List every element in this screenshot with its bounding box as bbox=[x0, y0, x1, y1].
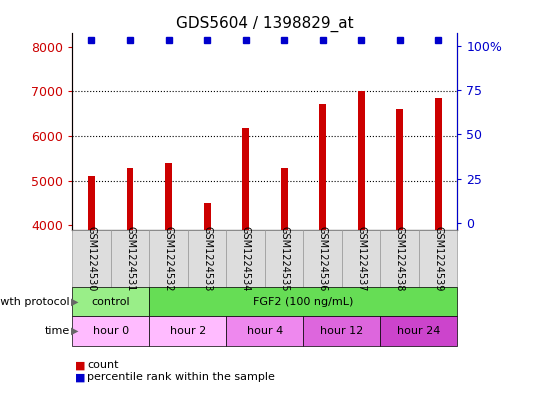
Bar bbox=[88, 176, 95, 230]
Text: GSM1224535: GSM1224535 bbox=[279, 226, 289, 291]
Text: GSM1224536: GSM1224536 bbox=[318, 226, 327, 291]
Text: control: control bbox=[91, 297, 130, 307]
Text: GSM1224531: GSM1224531 bbox=[125, 226, 135, 291]
Text: ▶: ▶ bbox=[71, 326, 79, 336]
Text: count: count bbox=[87, 360, 119, 371]
Text: ▶: ▶ bbox=[71, 297, 79, 307]
Text: GSM1224539: GSM1224539 bbox=[433, 226, 443, 291]
Bar bbox=[165, 163, 172, 230]
Bar bbox=[396, 109, 403, 230]
Text: FGF2 (100 ng/mL): FGF2 (100 ng/mL) bbox=[253, 297, 354, 307]
Text: ■: ■ bbox=[75, 372, 86, 382]
Text: hour 12: hour 12 bbox=[320, 326, 363, 336]
Text: hour 4: hour 4 bbox=[247, 326, 283, 336]
Text: hour 0: hour 0 bbox=[93, 326, 129, 336]
Bar bbox=[281, 168, 287, 230]
Text: GSM1224530: GSM1224530 bbox=[87, 226, 96, 291]
Text: GSM1224534: GSM1224534 bbox=[241, 226, 250, 291]
Bar bbox=[204, 203, 210, 230]
Text: GSM1224538: GSM1224538 bbox=[395, 226, 404, 291]
Bar bbox=[127, 168, 133, 230]
Text: growth protocol: growth protocol bbox=[0, 297, 70, 307]
Text: GSM1224533: GSM1224533 bbox=[202, 226, 212, 291]
Text: ■: ■ bbox=[75, 360, 86, 371]
Text: hour 2: hour 2 bbox=[170, 326, 206, 336]
Text: GSM1224537: GSM1224537 bbox=[356, 226, 366, 291]
Bar bbox=[358, 90, 364, 230]
Bar bbox=[319, 104, 326, 230]
Text: percentile rank within the sample: percentile rank within the sample bbox=[87, 372, 275, 382]
Title: GDS5604 / 1398829_at: GDS5604 / 1398829_at bbox=[176, 16, 354, 32]
Text: GSM1224532: GSM1224532 bbox=[164, 226, 173, 291]
Text: time: time bbox=[44, 326, 70, 336]
Bar bbox=[435, 98, 441, 230]
Bar bbox=[242, 128, 249, 230]
Text: hour 24: hour 24 bbox=[397, 326, 441, 336]
